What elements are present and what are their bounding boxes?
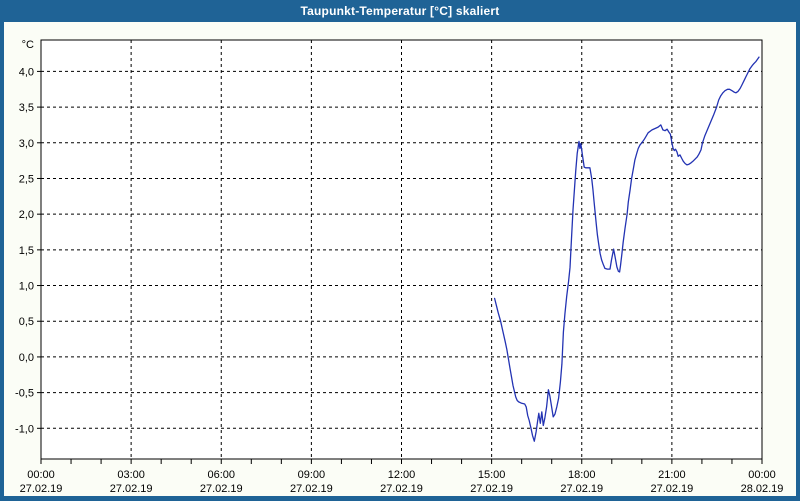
x-tick-date-label: 27.02.19 xyxy=(470,483,513,495)
y-axis-unit-label: °C xyxy=(22,39,34,51)
x-tick-time-label: 21:00 xyxy=(658,469,686,481)
y-tick-label: 1,5 xyxy=(19,245,34,257)
x-tick-date-label: 28.02.19 xyxy=(741,483,784,495)
chart-area: 4,0 3,5 3,0 2,5 2,0 1,5 1,0 0,5 0,0 -0,5 -1,0 °C 00:… xyxy=(4,22,796,496)
x-tick-time-label: 00:00 xyxy=(748,469,776,481)
x-tick-date-label: 27.02.19 xyxy=(560,483,603,495)
x-tick-date-label: 27.02.19 xyxy=(110,483,153,495)
y-tick-label: 3,5 xyxy=(19,102,34,114)
y-tick-label: 4,0 xyxy=(19,66,34,78)
chart-svg: 4,0 3,5 3,0 2,5 2,0 1,5 1,0 0,5 0,0 -0,5 -1,0 °C 00:… xyxy=(15,39,784,495)
y-tick-label: -0,5 xyxy=(15,388,34,400)
y-tick-label: -1,0 xyxy=(15,423,34,435)
x-tick-date-label: 27.02.19 xyxy=(20,483,63,495)
x-tick-time-label: 03:00 xyxy=(117,469,145,481)
y-tick-label: 3,0 xyxy=(19,138,34,150)
y-tick-label: 2,0 xyxy=(19,209,34,221)
title-bar: Taupunkt-Temperatur [°C] skaliert xyxy=(0,0,800,22)
x-tick-time-label: 00:00 xyxy=(27,469,55,481)
x-tick-time-label: 09:00 xyxy=(298,469,326,481)
temperature-line xyxy=(493,56,760,442)
x-tick-time-label: 12:00 xyxy=(388,469,416,481)
x-tick-time-label: 06:00 xyxy=(207,469,235,481)
x-tick-time-label: 18:00 xyxy=(568,469,596,481)
y-tick-label: 2,5 xyxy=(19,173,34,185)
y-tick-label: 0,0 xyxy=(19,352,34,364)
window-title: Taupunkt-Temperatur [°C] skaliert xyxy=(300,4,500,18)
x-tick-date-label: 27.02.19 xyxy=(290,483,333,495)
x-tick-date-label: 27.02.19 xyxy=(200,483,243,495)
x-tick-time-label: 15:00 xyxy=(478,469,506,481)
x-tick-date-label: 27.02.19 xyxy=(380,483,423,495)
x-tick-date-label: 27.02.19 xyxy=(650,483,693,495)
y-tick-label: 0,5 xyxy=(19,316,34,328)
y-tick-label: 1,0 xyxy=(19,281,34,293)
